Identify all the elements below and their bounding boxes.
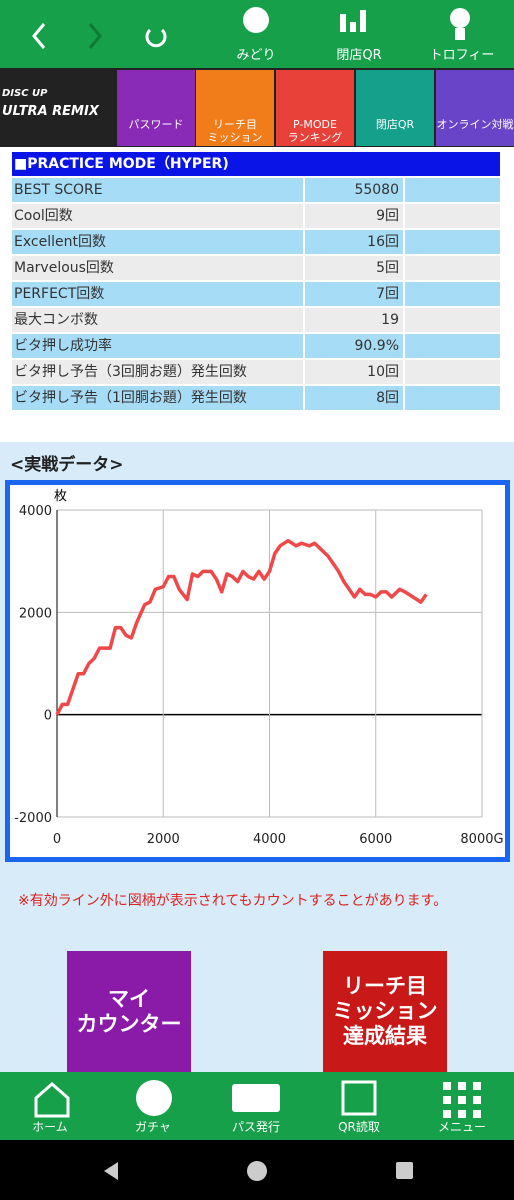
x-tick-label: 0 <box>53 832 61 847</box>
y-tick-label: 2000 <box>19 606 52 621</box>
nav-item[interactable]: パス発行 <box>231 1120 280 1134</box>
section-title: <実戦データ> <box>10 455 124 475</box>
table-cell: 7回 <box>305 282 403 306</box>
table-cell: ビタ押し予告（3回胴お題）発生回数 <box>12 360 303 384</box>
menu-item[interactable]: 閉店QR <box>356 70 434 146</box>
nav-item[interactable]: QR読取 <box>338 1120 380 1134</box>
table-cell: Excellent回数 <box>12 230 303 254</box>
table-cell: BEST SCORE <box>12 178 303 202</box>
table-cell <box>405 230 500 254</box>
table-cell <box>405 334 500 358</box>
table-row: BEST SCORE 55080 <box>12 178 500 202</box>
logo-top: DISC UP <box>2 88 48 99</box>
table-row: Cool回数 9回 <box>12 204 500 228</box>
table-cell: ビタ押し予告（1回胴お題）発生回数 <box>12 386 303 410</box>
nav-item[interactable]: メニュー <box>437 1120 486 1134</box>
table-row: ビタ押し予告（3回胴お題）発生回数 10回 <box>12 360 500 384</box>
x-tick-label: 2000 <box>147 832 180 847</box>
system-icons <box>104 1161 413 1181</box>
y-unit: 枚 <box>54 489 67 504</box>
table-cell: 16回 <box>305 230 403 254</box>
menu-item[interactable]: リーチ目 ミッション <box>196 70 274 146</box>
table-title: ■PRACTICE MODE（HYPER) <box>12 152 500 176</box>
table-row: 最大コンボ数 19 <box>12 308 500 332</box>
note: ※有効ライン外に図柄が表示されてもカウントすることがあります。 <box>18 893 448 909</box>
table-cell: 8回 <box>305 386 403 410</box>
system-bar <box>0 1140 514 1200</box>
table-cell: PERFECT回数 <box>12 282 303 306</box>
table-cell: Marvelous回数 <box>12 256 303 280</box>
table-cell: 55080 <box>305 178 403 202</box>
table-cell <box>405 256 500 280</box>
counter-button[interactable]: マイ カウンター <box>67 951 191 1072</box>
table-cell: 9回 <box>305 204 403 228</box>
y-tick-label: 0 <box>44 709 52 724</box>
table-cell: Cool回数 <box>12 204 303 228</box>
table-cell <box>405 360 500 384</box>
top-bar <box>0 0 514 68</box>
x-tick-label: 8000G <box>460 832 503 847</box>
x-tick-label: 6000 <box>359 832 392 847</box>
nav-item[interactable]: ガチャ <box>135 1120 171 1134</box>
x-tick-label: 4000 <box>253 832 286 847</box>
table-row: ビタ押し予告（1回胴お題）発生回数 8回 <box>12 386 500 410</box>
nav-item[interactable]: ホーム <box>32 1120 68 1134</box>
top-icons <box>32 7 470 49</box>
table-cell <box>405 178 500 202</box>
table-cell: 10回 <box>305 360 403 384</box>
table-cell <box>405 386 500 410</box>
table-cell: 5回 <box>305 256 403 280</box>
nav-icons <box>34 1080 481 1118</box>
table-cell <box>405 308 500 332</box>
table-cell <box>405 282 500 306</box>
y-tick-label: 4000 <box>19 504 52 519</box>
table-row: Marvelous回数 5回 <box>12 256 500 280</box>
menu-item[interactable]: P-MODE ランキング <box>276 70 354 146</box>
table-cell: 19 <box>305 308 403 332</box>
table-cell: 90.9% <box>305 334 403 358</box>
header-item[interactable]: 閉店QR <box>336 48 382 63</box>
chart-box <box>5 480 510 862</box>
table-cell: 最大コンボ数 <box>12 308 303 332</box>
table-row: Excellent回数 16回 <box>12 230 500 254</box>
logo-main: ULTRA REMIX <box>2 104 99 119</box>
table-row: ビタ押し成功率 90.9% <box>12 334 500 358</box>
y-tick-label: -2000 <box>14 811 52 826</box>
mission-button[interactable]: リーチ目 ミッション 達成結果 <box>323 951 447 1072</box>
menu-item[interactable]: オンライン対戦 <box>436 70 514 146</box>
table-row: PERFECT回数 7回 <box>12 282 500 306</box>
table-cell <box>405 204 500 228</box>
menu-item[interactable]: パスワード <box>117 70 195 146</box>
header-item[interactable]: みどり <box>236 48 276 63</box>
data-line <box>55 538 428 716</box>
table-cell: ビタ押し成功率 <box>12 334 303 358</box>
header-item[interactable]: トロフィー <box>429 48 495 63</box>
